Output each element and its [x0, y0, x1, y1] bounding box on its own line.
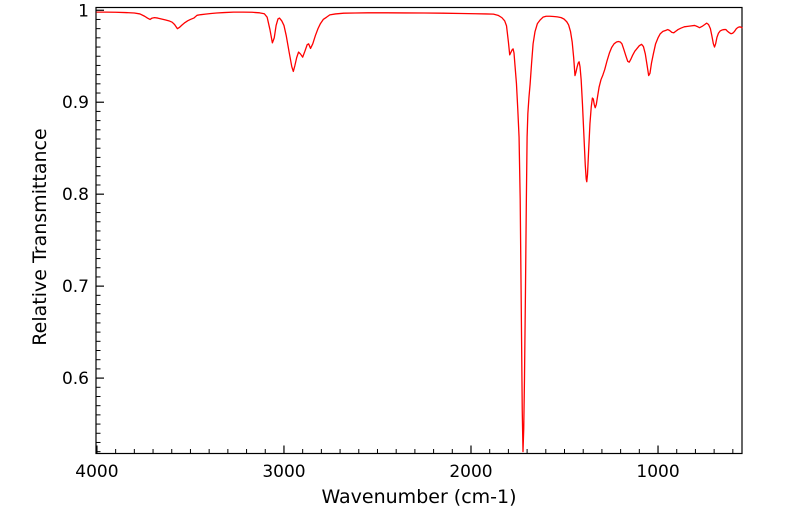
x-tick-label: 4000 [75, 462, 118, 482]
y-tick-label: 0.9 [62, 93, 89, 113]
x-tick-label: 3000 [262, 462, 305, 482]
x-axis-title: Wavenumber (cm-1) [321, 486, 516, 508]
y-tick-label: 0.6 [62, 369, 89, 389]
spectrum-line [96, 11, 743, 453]
y-tick-label: 0.7 [62, 277, 89, 297]
plot-frame [95, 6, 743, 455]
y-tick-label: 0.8 [62, 185, 89, 205]
axes-layer: 4000 3000 2000 1000 1 0.9 0.8 0.7 0.6 [62, 1, 743, 482]
x-tick-label: 2000 [449, 462, 492, 482]
x-tick-label: 1000 [636, 462, 679, 482]
y-axis-title: Relative Transmittance [29, 128, 51, 345]
y-tick-label: 1 [78, 1, 89, 21]
